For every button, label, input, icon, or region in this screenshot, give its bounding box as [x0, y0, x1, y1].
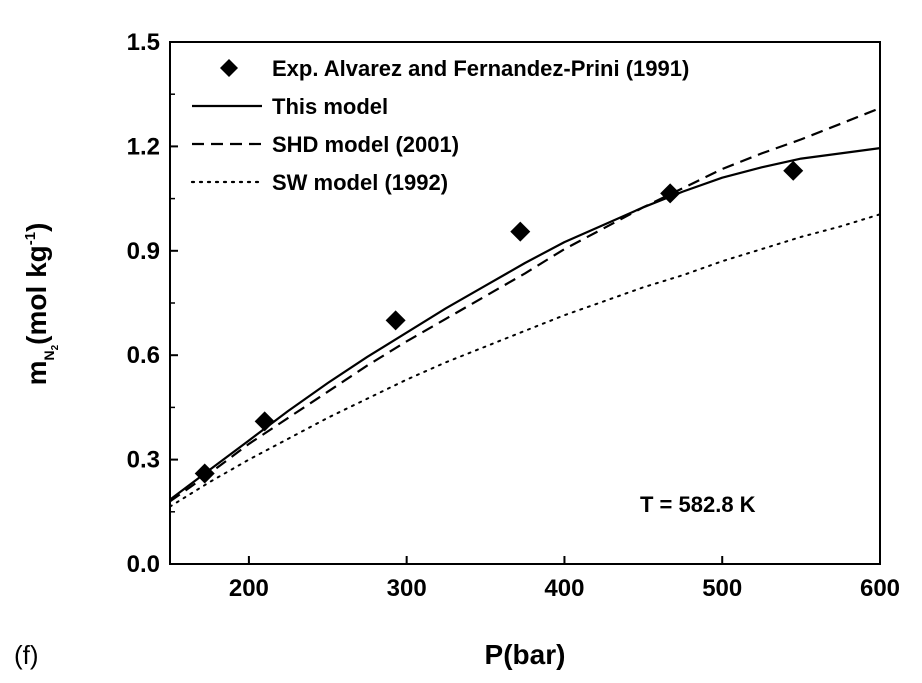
x-tick-label: 400 [544, 575, 584, 602]
temperature-annotation: T = 582.8 K [640, 492, 756, 517]
y-label-sub1: N [41, 350, 57, 360]
legend-label: Exp. Alvarez and Fernandez-Prini (1991) [272, 56, 689, 81]
series-line-solid [169, 147, 881, 501]
legend-marker-diamond [220, 59, 238, 77]
data-point-diamond [510, 221, 531, 242]
data-point-diamond [385, 310, 406, 331]
panel-label: (f) [14, 640, 39, 670]
x-tick-label: 600 [860, 575, 900, 602]
x-axis: 200 300 400 500 600 [229, 556, 900, 602]
y-label-units: (mol kg [21, 245, 52, 345]
y-tick-label: 0.9 [127, 238, 160, 265]
series-line-dotted [169, 213, 881, 508]
series-line-dashed [169, 107, 881, 503]
legend-label: This model [272, 94, 388, 119]
series-layer [169, 107, 881, 508]
y-tick-label: 1.5 [127, 29, 160, 56]
y-label-main: m [21, 361, 52, 386]
y-tick-label: 0.0 [127, 551, 160, 578]
x-axis-title: P(bar) [485, 639, 566, 670]
y-tick-label: 0.6 [127, 342, 160, 369]
x-tick-label: 200 [229, 575, 269, 602]
y-label-sup: -1 [22, 232, 39, 245]
plot-frame [169, 41, 881, 565]
y-axis: 0.0 0.3 0.6 0.9 1.2 1.5 [127, 29, 178, 578]
data-point-diamond [254, 411, 275, 432]
y-axis-title-text: mN2(mol kg-1) [21, 223, 61, 386]
plot-area [169, 41, 881, 565]
y-tick-label: 1.2 [127, 133, 160, 160]
y-axis-title: mN2(mol kg-1) [21, 223, 61, 386]
y-label-sub2: 2 [50, 344, 61, 350]
legend-label: SW model (1992) [272, 170, 448, 195]
y-label-close: ) [21, 223, 52, 232]
legend-label: SHD model (2001) [272, 132, 459, 157]
y-tick-label: 0.3 [127, 447, 160, 474]
x-tick-label: 500 [702, 575, 742, 602]
x-tick-label: 300 [387, 575, 427, 602]
data-point-diamond [783, 160, 804, 181]
legend: Exp. Alvarez and Fernandez-Prini (1991) T… [190, 56, 689, 195]
